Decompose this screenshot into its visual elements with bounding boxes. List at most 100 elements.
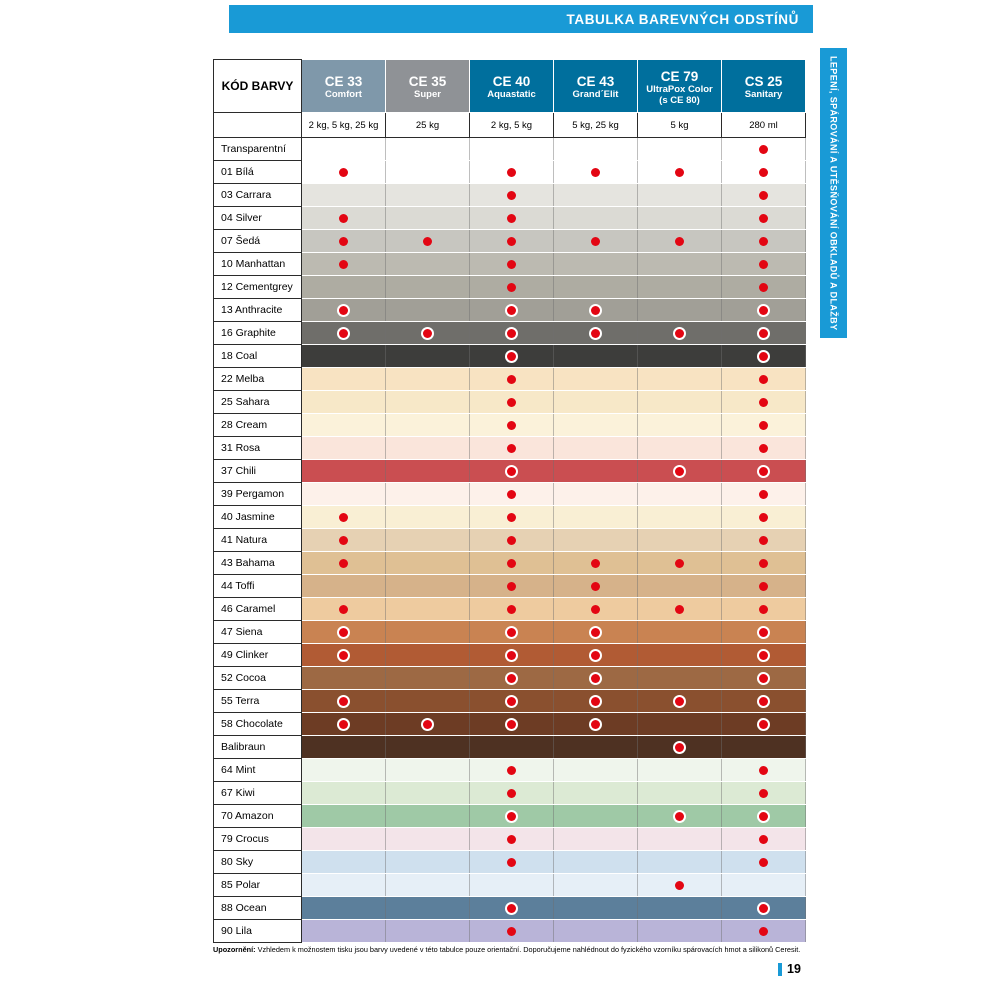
footnote-label: Upozornění: <box>213 945 256 954</box>
color-row: 37 Chili <box>213 459 806 483</box>
availability-dot <box>759 650 768 660</box>
color-swatch-cell <box>301 712 386 736</box>
color-swatch-cell <box>637 781 722 805</box>
color-swatch-cell <box>553 804 638 828</box>
availability-dot <box>339 259 348 269</box>
availability-dot <box>675 167 684 177</box>
color-row: 01 Bílá <box>213 160 806 184</box>
color-swatch-cell <box>301 551 386 575</box>
color-swatch-cell <box>301 229 386 253</box>
color-swatch-cell <box>301 758 386 782</box>
color-row: Transparentní <box>213 137 806 161</box>
availability-dot <box>759 834 768 844</box>
color-swatch-cell <box>469 413 554 437</box>
color-swatch-cell <box>553 827 638 851</box>
availability-dot <box>591 650 600 660</box>
color-swatch-cell <box>637 896 722 920</box>
color-name-cell: 25 Sahara <box>213 390 302 414</box>
color-row: 64 Mint <box>213 758 806 782</box>
availability-dot <box>339 305 348 315</box>
availability-dot <box>759 167 768 177</box>
color-swatch-cell <box>637 643 722 667</box>
color-swatch-cell <box>301 620 386 644</box>
availability-dot <box>759 788 768 798</box>
color-swatch-cell <box>301 206 386 230</box>
color-name-cell: 16 Graphite <box>213 321 302 345</box>
color-swatch-cell <box>469 597 554 621</box>
color-swatch-cell <box>469 183 554 207</box>
availability-dot <box>339 650 348 660</box>
color-swatch-cell <box>637 183 722 207</box>
color-swatch-cell <box>469 712 554 736</box>
color-swatch-cell <box>637 367 722 391</box>
color-name-cell: 18 Coal <box>213 344 302 368</box>
availability-dot <box>591 328 600 338</box>
color-row: 10 Manhattan <box>213 252 806 276</box>
product-name: Comfort <box>325 89 362 100</box>
color-rows: Transparentní 01 Bílá 03 Carrara 04 Silver 0… <box>213 137 806 943</box>
color-swatch-cell <box>721 367 806 391</box>
availability-dot <box>507 374 516 384</box>
availability-dot <box>675 236 684 246</box>
color-swatch-cell <box>469 735 554 759</box>
color-swatch-cell <box>301 896 386 920</box>
availability-dot <box>339 604 348 614</box>
color-name-cell: 85 Polar <box>213 873 302 897</box>
availability-dot <box>591 305 600 315</box>
color-swatch-cell <box>721 321 806 345</box>
color-name-cell: 04 Silver <box>213 206 302 230</box>
color-swatch-cell <box>721 758 806 782</box>
color-swatch-cell <box>637 620 722 644</box>
availability-dot <box>759 397 768 407</box>
availability-dot <box>591 696 600 706</box>
color-name-cell: 88 Ocean <box>213 896 302 920</box>
color-swatch-cell <box>301 689 386 713</box>
color-swatch-cell <box>553 735 638 759</box>
color-swatch-cell <box>637 804 722 828</box>
availability-dot <box>759 466 768 476</box>
color-swatch-cell <box>301 735 386 759</box>
availability-dot <box>507 259 516 269</box>
color-swatch-cell <box>553 229 638 253</box>
color-row: 58 Chocolate <box>213 712 806 736</box>
availability-dot <box>339 535 348 545</box>
color-swatch-cell <box>385 804 470 828</box>
color-swatch-cell <box>721 574 806 598</box>
package-size-cell: 5 kg <box>637 112 722 138</box>
color-swatch-cell <box>637 321 722 345</box>
color-swatch-cell <box>637 574 722 598</box>
package-size-cell: 25 kg <box>385 112 470 138</box>
availability-dot <box>759 328 768 338</box>
product-column-header: CE 79 UltraPox Color (s CE 80) <box>637 59 722 113</box>
availability-dot <box>759 351 768 361</box>
color-row: 07 Šedá <box>213 229 806 253</box>
availability-dot <box>675 558 684 568</box>
availability-dot <box>507 282 516 292</box>
color-swatch-cell <box>385 206 470 230</box>
color-swatch-cell <box>721 643 806 667</box>
section-side-tab-label: LEPENÍ, SPÁROVÁNÍ A UTĚSŇOVÁNÍ OBKLADŮ A… <box>828 55 839 331</box>
color-name-cell: 64 Mint <box>213 758 302 782</box>
color-swatch-cell <box>469 551 554 575</box>
color-swatch-cell <box>553 505 638 529</box>
color-name-cell: 49 Clinker <box>213 643 302 667</box>
color-swatch-cell <box>721 712 806 736</box>
availability-dot <box>591 719 600 729</box>
color-swatch-cell <box>385 482 470 506</box>
color-row: 18 Coal <box>213 344 806 368</box>
color-swatch-cell <box>553 206 638 230</box>
availability-dot <box>591 236 600 246</box>
color-swatch-cell <box>385 367 470 391</box>
color-swatch-cell <box>385 160 470 184</box>
color-swatch-cell <box>637 436 722 460</box>
color-swatch-cell <box>721 459 806 483</box>
availability-dot <box>507 627 516 637</box>
color-swatch-cell <box>301 804 386 828</box>
color-swatch-cell <box>469 850 554 874</box>
availability-dot <box>759 190 768 200</box>
availability-dot <box>759 926 768 936</box>
color-name-cell: 39 Pergamon <box>213 482 302 506</box>
product-code: CE 40 <box>492 74 531 89</box>
availability-dot <box>507 213 516 223</box>
color-swatch-cell <box>721 919 806 943</box>
